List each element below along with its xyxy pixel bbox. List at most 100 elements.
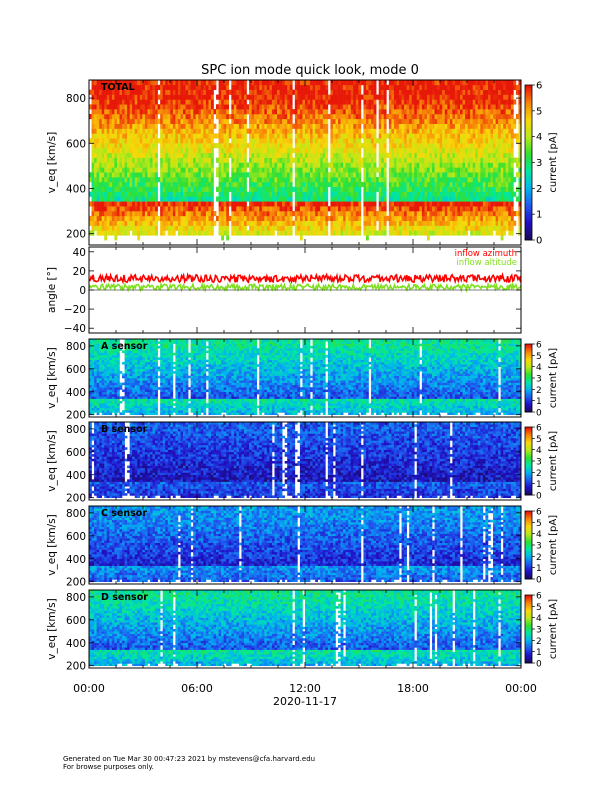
panel-label: C sensor <box>101 508 147 519</box>
colorbar-tick-label: 3 <box>536 626 542 636</box>
colorbar-tick-label: 1 <box>536 648 542 658</box>
colorbar-d: 0 123 456 current [pA] <box>525 592 559 670</box>
colorbar-c: 0 123 456 current [pA] <box>525 508 559 586</box>
y-tick-label: 400 <box>66 638 86 650</box>
footer-browse-note: For browse purposes only. <box>63 763 154 771</box>
y-tick-label: 200 <box>66 493 86 505</box>
colorbar-label: current [pA] <box>548 515 559 575</box>
colorbar-tick-label: 0 <box>536 492 542 502</box>
colorbar-tick-label: 2 <box>536 637 542 647</box>
heatmap-cells-c <box>89 506 521 582</box>
colorbar-label: current [pA] <box>548 132 559 192</box>
figure-title: SPC ion mode quick look, mode 0 <box>201 63 419 78</box>
y-axis-label: v_eq [km/s] <box>46 430 58 491</box>
panel-label: B sensor <box>101 424 148 435</box>
colorbar-tick-label: 5 <box>536 352 542 362</box>
colorbar-label: current [pA] <box>548 431 559 491</box>
y-tick-label: 600 <box>66 615 86 627</box>
colorbar-tick-label: 0 <box>536 660 542 670</box>
x-tick-label: 18:00 <box>397 682 429 695</box>
y-axis-label: v_eq [km/s] <box>46 347 58 408</box>
colorbar-tick-label: 6 <box>536 424 542 434</box>
y-axis-label: angle [°] <box>46 267 58 313</box>
colorbar-tick-label: 4 <box>536 446 542 456</box>
panel-total: 200 400 600 800 v_eq [km/s] TOTAL 0 1 2 3 4 5 6 curre… <box>46 80 559 247</box>
colorbar-tick-label: 2 <box>536 184 542 195</box>
colorbar-tick-label: 5 <box>536 106 542 117</box>
colorbar-tick-label: 1 <box>536 480 542 490</box>
panel-label: TOTAL <box>101 82 135 93</box>
x-tick-label: 06:00 <box>181 682 213 695</box>
panel-label: A sensor <box>101 341 148 352</box>
y-tick-label: −20 <box>64 304 86 316</box>
colorbar-tick-label: 4 <box>536 363 542 373</box>
y-tick-label: 400 <box>66 387 86 399</box>
colorbar-tick-label: 5 <box>536 435 542 445</box>
y-axis-label: v_eq [km/s] <box>46 514 58 575</box>
colorbar-tick-label: 6 <box>536 592 542 602</box>
colorbar-tick-label: 1 <box>536 397 542 407</box>
y-tick-label: 600 <box>66 447 86 459</box>
heatmap-cells-d <box>89 590 521 666</box>
footer-generated-line: Generated on Tue Mar 30 00:47:23 2021 by… <box>63 755 315 763</box>
y-tick-label: 200 <box>66 661 86 673</box>
series-line-inflow-altitude <box>89 284 521 290</box>
y-tick-label: 200 <box>66 229 86 241</box>
y-tick-label: 600 <box>66 531 86 543</box>
colorbar-tick-label: 4 <box>536 132 542 143</box>
series-line-inflow-azimuth <box>89 275 521 283</box>
legend-inflow-altitude: inflow altitude <box>456 258 517 268</box>
colorbar-tick-label: 5 <box>536 519 542 529</box>
y-tick-label: 600 <box>66 364 86 376</box>
panel-d: 200 400 600 800 v_eq [km/s] D sensor 0 123 456 cu… <box>46 590 559 673</box>
colorbar-tick-label: 1 <box>536 564 542 574</box>
y-axis-label: v_eq [km/s] <box>46 598 58 659</box>
y-tick-label: 800 <box>66 93 86 105</box>
y-tick-label: 20 <box>73 266 86 278</box>
y-tick-label: 800 <box>66 424 86 436</box>
colorbar-label: current [pA] <box>548 599 559 659</box>
y-tick-label: 800 <box>66 341 86 353</box>
colorbar-total: 0 1 2 3 4 5 6 current [pA] <box>525 81 559 247</box>
y-tick-label: 400 <box>66 470 86 482</box>
colorbar-tick-label: 3 <box>536 458 542 468</box>
y-axis-label: v_eq [km/s] <box>46 132 58 193</box>
y-tick-label: 600 <box>66 138 86 150</box>
x-tick-label: 00:00 <box>505 682 537 695</box>
colorbar-tick-label: 0 <box>536 236 542 247</box>
colorbar-tick-label: 4 <box>536 530 542 540</box>
y-tick-label: 200 <box>66 577 86 589</box>
heatmap-cells-a <box>89 339 521 415</box>
y-tick-label: 800 <box>66 592 86 604</box>
x-tick-label: 00:00 <box>73 682 105 695</box>
colorbar-tick-label: 3 <box>536 542 542 552</box>
y-tick-label: 200 <box>66 410 86 422</box>
x-date-label: 2020-11-17 <box>273 695 337 708</box>
colorbar-tick-label: 2 <box>536 553 542 563</box>
y-tick-label: 800 <box>66 508 86 520</box>
panel-label: D sensor <box>101 592 148 603</box>
colorbar-tick-label: 4 <box>536 614 542 624</box>
colorbar-tick-label: 0 <box>536 409 542 419</box>
x-tick-label: 12:00 <box>289 682 321 695</box>
colorbar-tick-label: 3 <box>536 158 542 169</box>
y-tick-label: 400 <box>66 183 86 195</box>
angle-series <box>89 275 521 290</box>
colorbar-tick-label: 6 <box>536 508 542 518</box>
colorbar-tick-label: 5 <box>536 603 542 613</box>
colorbar-label: current [pA] <box>548 348 559 408</box>
colorbar-tick-label: 6 <box>536 81 542 92</box>
colorbar-tick-label: 0 <box>536 576 542 586</box>
colorbar-tick-label: 1 <box>536 210 542 221</box>
y-tick-label: 400 <box>66 554 86 566</box>
colorbar-tick-label: 2 <box>536 386 542 396</box>
y-tick-label: 0 <box>79 285 86 297</box>
y-tick-label: 40 <box>73 247 86 259</box>
colorbar-tick-label: 3 <box>536 375 542 385</box>
